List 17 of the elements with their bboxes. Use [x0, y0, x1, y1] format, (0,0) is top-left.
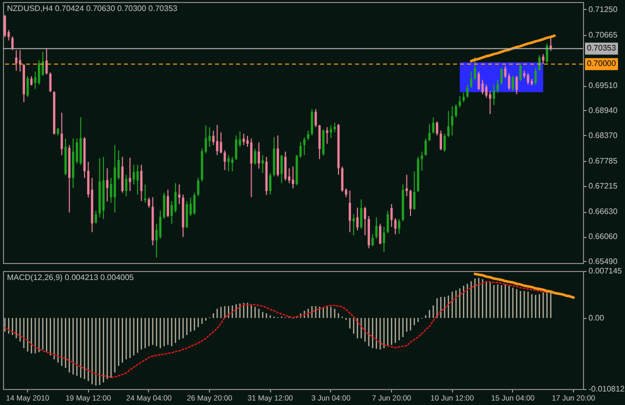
y-tick-label: 0.66630 — [588, 207, 618, 216]
y-tick-label: 0.68370 — [588, 130, 618, 140]
y-tick-label: -0.010812 — [588, 384, 625, 394]
chart-title: NZDUSD,H4 0.70424 0.70630 0.70300 0.70353 — [7, 4, 178, 13]
y-tick-label: 0.68940 — [588, 106, 618, 115]
y-tick-label: 0.69510 — [588, 81, 618, 90]
y-tick-label: 0.66060 — [588, 232, 618, 242]
y-tick-label: 0.71250 — [588, 4, 618, 14]
y-tick-label: 0.67215 — [588, 181, 618, 190]
ref-line-label: 0.70353 — [587, 44, 616, 53]
chart-title: MACD(12,26,9) 0.004213 0.004005 — [7, 273, 134, 282]
y-tick-label: 0.70665 — [588, 30, 618, 40]
y-tick-label: 0.00 — [588, 313, 605, 322]
y-tick-label: 0.65490 — [588, 256, 618, 266]
y-tick-label: 0.007145 — [588, 266, 622, 276]
y-tick-label: 0.67785 — [588, 156, 618, 166]
ref-line-label: 0.70000 — [587, 59, 616, 68]
